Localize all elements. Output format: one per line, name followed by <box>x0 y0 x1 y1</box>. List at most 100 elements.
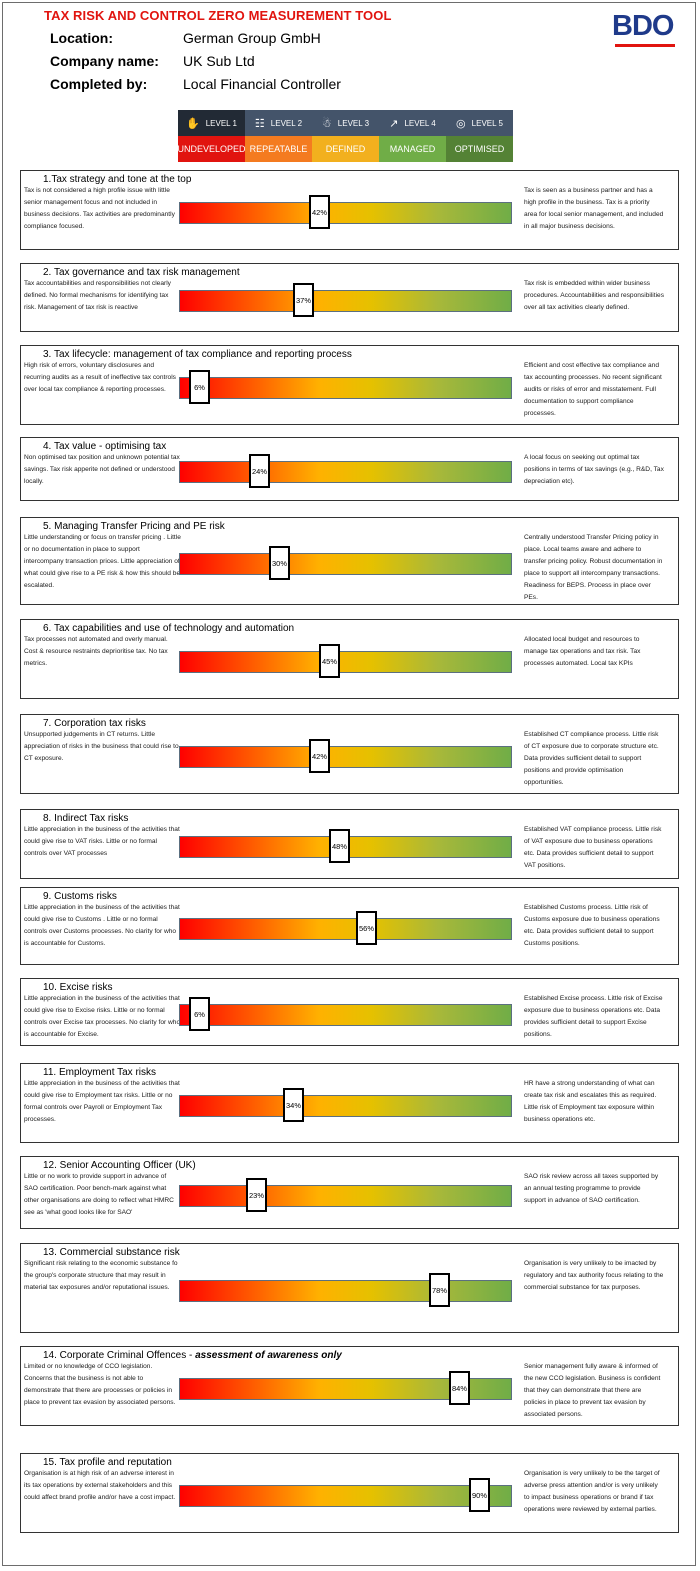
maturity-gradient-bar: 23% <box>179 1178 512 1212</box>
maturity-gradient-bar: 30% <box>179 546 512 580</box>
company-label: Company name: <box>50 53 159 69</box>
section-box: 14. Corporate Criminal Offences - assess… <box>20 1346 679 1426</box>
score-marker: 42% <box>309 195 330 229</box>
company-value: UK Sub Ltd <box>183 53 255 69</box>
left-description: High risk of errors, voluntary disclosur… <box>24 362 176 393</box>
left-description: Little appreciation in the business of t… <box>24 826 180 857</box>
section-box: 11. Employment Tax risks Little appreciat… <box>20 1063 679 1143</box>
level-label: LEVEL 5 <box>471 118 503 128</box>
left-description: Significant risk relating to the economi… <box>24 1260 178 1291</box>
level-3-header: ☃ LEVEL 3 <box>312 110 379 136</box>
section-title: 4. Tax value - optimising tax <box>43 441 166 452</box>
completed-by-label: Completed by: <box>50 76 148 92</box>
right-description: Established VAT compliance process. Litt… <box>524 826 662 869</box>
right-description: Tax is seen as a business partner and ha… <box>524 187 664 230</box>
section-box: 12. Senior Accounting Officer (UK) Little… <box>20 1156 679 1229</box>
score-marker: 24% <box>249 454 270 488</box>
section-title: 3. Tax lifecycle: management of tax comp… <box>43 349 352 360</box>
maturity-gradient-bar: 48% <box>179 829 512 863</box>
logo-text: BDO <box>612 10 674 42</box>
section-title: 9. Customs risks <box>43 891 117 902</box>
section-title: 14. Corporate Criminal Offences - assess… <box>43 1350 342 1361</box>
maturity-levels-legend: ✋ LEVEL 1 UNDEVELOPED ☷ LEVEL 2 REPEATABLE ☃ LE… <box>177 110 514 162</box>
person-icon: ☃ <box>321 117 332 130</box>
right-description: Established Excise process. Little risk … <box>524 995 663 1038</box>
footprint-icon: ✋ <box>186 117 200 130</box>
section-title-text: 13. Commercial substance risk <box>43 1247 180 1258</box>
section-title-text: 12. Senior Accounting Officer (UK) <box>43 1160 196 1171</box>
target-icon: ◎ <box>456 117 466 130</box>
right-description: HR have a strong understanding of what c… <box>524 1080 657 1123</box>
maturity-gradient-bar: 37% <box>179 283 512 317</box>
bdo-logo: BDO <box>609 8 677 48</box>
left-description: Little understanding or focus on transfe… <box>24 534 181 589</box>
level-label: LEVEL 4 <box>404 118 436 128</box>
right-description: Centrally understood Transfer Pricing po… <box>524 534 663 601</box>
score-marker: 90% <box>469 1478 490 1512</box>
section-box: 3. Tax lifecycle: management of tax comp… <box>20 345 679 425</box>
section-box: 10. Excise risks Little appreciation in t… <box>20 978 679 1046</box>
score-marker: 56% <box>356 911 377 945</box>
section-title-text: 2. Tax governance and tax risk managemen… <box>43 267 240 278</box>
left-description: Organisation is at high risk of an adver… <box>24 1470 176 1501</box>
location-value: German Group GmbH <box>183 30 321 46</box>
section-box: 4. Tax value - optimising tax Non optimis… <box>20 437 679 501</box>
section-title: 15. Tax profile and reputation <box>43 1457 172 1468</box>
section-title: 1.Tax strategy and tone at the top <box>43 174 191 185</box>
score-marker: 48% <box>329 829 350 863</box>
section-title-text: 9. Customs risks <box>43 891 117 902</box>
maturity-gradient-bar: 42% <box>179 195 512 229</box>
logo-underline <box>615 44 675 47</box>
right-description: Allocated local budget and resources to … <box>524 636 641 667</box>
section-title-text: 3. Tax lifecycle: management of tax comp… <box>43 349 352 360</box>
right-description: Senior management fully aware & informed… <box>524 1363 661 1418</box>
section-box: 15. Tax profile and reputation Organisati… <box>20 1453 679 1533</box>
section-box: 13. Commercial substance risk Significant… <box>20 1243 679 1333</box>
left-description: Tax is not considered a high profile iss… <box>24 187 175 230</box>
section-box: 9. Customs risks Little appreciation in t… <box>20 887 679 965</box>
stage-5: OPTIMISED <box>446 136 513 162</box>
section-box: 2. Tax governance and tax risk managemen… <box>20 263 679 332</box>
score-marker: 30% <box>269 546 290 580</box>
score-marker: 78% <box>429 1273 450 1307</box>
section-box: 1.Tax strategy and tone at the top Tax is… <box>20 170 679 250</box>
right-description: Tax risk is embedded within wider busine… <box>524 280 664 311</box>
section-title-emphasis: assessment of awareness only <box>195 1350 342 1361</box>
section-box: 8. Indirect Tax risks Little appreciation… <box>20 809 679 879</box>
maturity-gradient-bar: 78% <box>179 1273 512 1307</box>
section-title: 10. Excise risks <box>43 982 112 993</box>
section-title: 2. Tax governance and tax risk managemen… <box>43 267 240 278</box>
score-marker: 34% <box>283 1088 304 1122</box>
left-description: Non optimised tax position and unknown p… <box>24 454 180 485</box>
section-title: 11. Employment Tax risks <box>43 1067 156 1078</box>
chart-icon: ↗ <box>389 117 399 130</box>
section-title-text: 1.Tax strategy and tone at the top <box>43 174 192 185</box>
level-4-header: ↗ LEVEL 4 <box>379 110 446 136</box>
maturity-gradient-bar: 34% <box>179 1088 512 1122</box>
right-description: Organisation is very unlikely to be the … <box>524 1470 660 1513</box>
section-title-text: 15. Tax profile and reputation <box>43 1457 172 1468</box>
section-title: 13. Commercial substance risk <box>43 1247 180 1258</box>
stage-2: REPEATABLE <box>245 136 312 162</box>
maturity-gradient-bar: 6% <box>179 997 512 1031</box>
right-description: SAO risk review across all taxes support… <box>524 1173 659 1204</box>
stage-1: UNDEVELOPED <box>177 136 246 162</box>
stage-3: DEFINED <box>312 136 379 162</box>
section-title-text: 11. Employment Tax risks <box>43 1067 157 1078</box>
page-title: TAX RISK AND CONTROL ZERO MEASUREMENT TO… <box>44 8 392 23</box>
left-description: Little appreciation in the business of t… <box>24 1080 180 1123</box>
score-marker: 42% <box>309 739 330 773</box>
right-description: A local focus on seeking out optimal tax… <box>524 454 664 485</box>
maturity-gradient-bar: 6% <box>179 370 512 404</box>
section-title-text: 7. Corporation tax risks <box>43 718 146 729</box>
score-marker: 23% <box>246 1178 267 1212</box>
right-description: Established CT compliance process. Littl… <box>524 731 659 786</box>
level-label: LEVEL 2 <box>270 118 303 128</box>
section-box: 5. Managing Transfer Pricing and PE risk… <box>20 517 679 605</box>
section-title-text: 6. Tax capabilities and use of technolog… <box>43 623 295 634</box>
left-description: Tax accountabilities and responsibilitie… <box>24 280 171 311</box>
location-label: Location: <box>50 30 113 46</box>
maturity-gradient-bar: 45% <box>179 644 512 678</box>
completed-by-value: Local Financial Controller <box>183 76 341 92</box>
